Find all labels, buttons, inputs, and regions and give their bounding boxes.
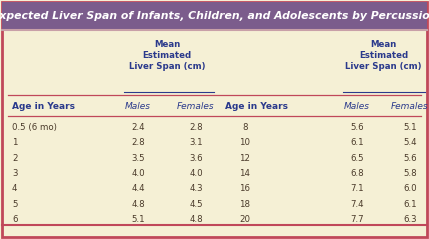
Text: 8: 8 xyxy=(242,123,248,132)
Text: 4.5: 4.5 xyxy=(189,200,203,209)
Text: 4.8: 4.8 xyxy=(189,215,203,224)
Text: 20: 20 xyxy=(239,215,251,224)
Text: 2: 2 xyxy=(12,154,18,163)
Text: 4.0: 4.0 xyxy=(189,169,203,178)
Bar xyxy=(2,2,427,30)
Text: Mean
Estimated
Liver Span (cm): Mean Estimated Liver Span (cm) xyxy=(345,40,422,71)
Text: 6.1: 6.1 xyxy=(403,200,417,209)
Text: 3.6: 3.6 xyxy=(189,154,203,163)
Text: 5.6: 5.6 xyxy=(403,154,417,163)
Text: 5.1: 5.1 xyxy=(403,123,417,132)
Text: 10: 10 xyxy=(239,138,251,147)
Text: Females: Females xyxy=(391,102,429,110)
Text: 4: 4 xyxy=(12,184,18,193)
Text: 1: 1 xyxy=(12,138,18,147)
Text: 6.1: 6.1 xyxy=(350,138,364,147)
Text: Expected Liver Span of Infants, Children, and Adolescents by Percussion: Expected Liver Span of Infants, Children… xyxy=(0,11,429,21)
Text: 4.0: 4.0 xyxy=(131,169,145,178)
Text: 7.1: 7.1 xyxy=(350,184,364,193)
Text: 2.4: 2.4 xyxy=(131,123,145,132)
Text: 5.6: 5.6 xyxy=(350,123,364,132)
Text: Males: Males xyxy=(344,102,370,110)
Text: 4.8: 4.8 xyxy=(131,200,145,209)
Text: 6.0: 6.0 xyxy=(403,184,417,193)
Text: 5.4: 5.4 xyxy=(403,138,417,147)
Text: 12: 12 xyxy=(239,154,251,163)
Text: Age in Years: Age in Years xyxy=(225,102,288,110)
Text: 2.8: 2.8 xyxy=(189,123,203,132)
Text: 6.8: 6.8 xyxy=(350,169,364,178)
Text: 16: 16 xyxy=(239,184,251,193)
Text: 4.4: 4.4 xyxy=(131,184,145,193)
Text: 3.1: 3.1 xyxy=(189,138,203,147)
Text: Age in Years: Age in Years xyxy=(12,102,75,110)
Text: 14: 14 xyxy=(239,169,251,178)
Text: 5.8: 5.8 xyxy=(403,169,417,178)
Text: Males: Males xyxy=(125,102,151,110)
Text: 6.5: 6.5 xyxy=(350,154,364,163)
Text: 6.3: 6.3 xyxy=(403,215,417,224)
Text: 18: 18 xyxy=(239,200,251,209)
Text: 3: 3 xyxy=(12,169,18,178)
Text: 4.3: 4.3 xyxy=(189,184,203,193)
Text: 3.5: 3.5 xyxy=(131,154,145,163)
Text: 5.1: 5.1 xyxy=(131,215,145,224)
Text: 5: 5 xyxy=(12,200,18,209)
Text: 0.5 (6 mo): 0.5 (6 mo) xyxy=(12,123,57,132)
Text: 7.7: 7.7 xyxy=(350,215,364,224)
Text: 2.8: 2.8 xyxy=(131,138,145,147)
Text: 6: 6 xyxy=(12,215,18,224)
Text: Females: Females xyxy=(177,102,215,110)
Text: 7.4: 7.4 xyxy=(350,200,364,209)
Text: Mean
Estimated
Liver Span (cm): Mean Estimated Liver Span (cm) xyxy=(129,40,205,71)
